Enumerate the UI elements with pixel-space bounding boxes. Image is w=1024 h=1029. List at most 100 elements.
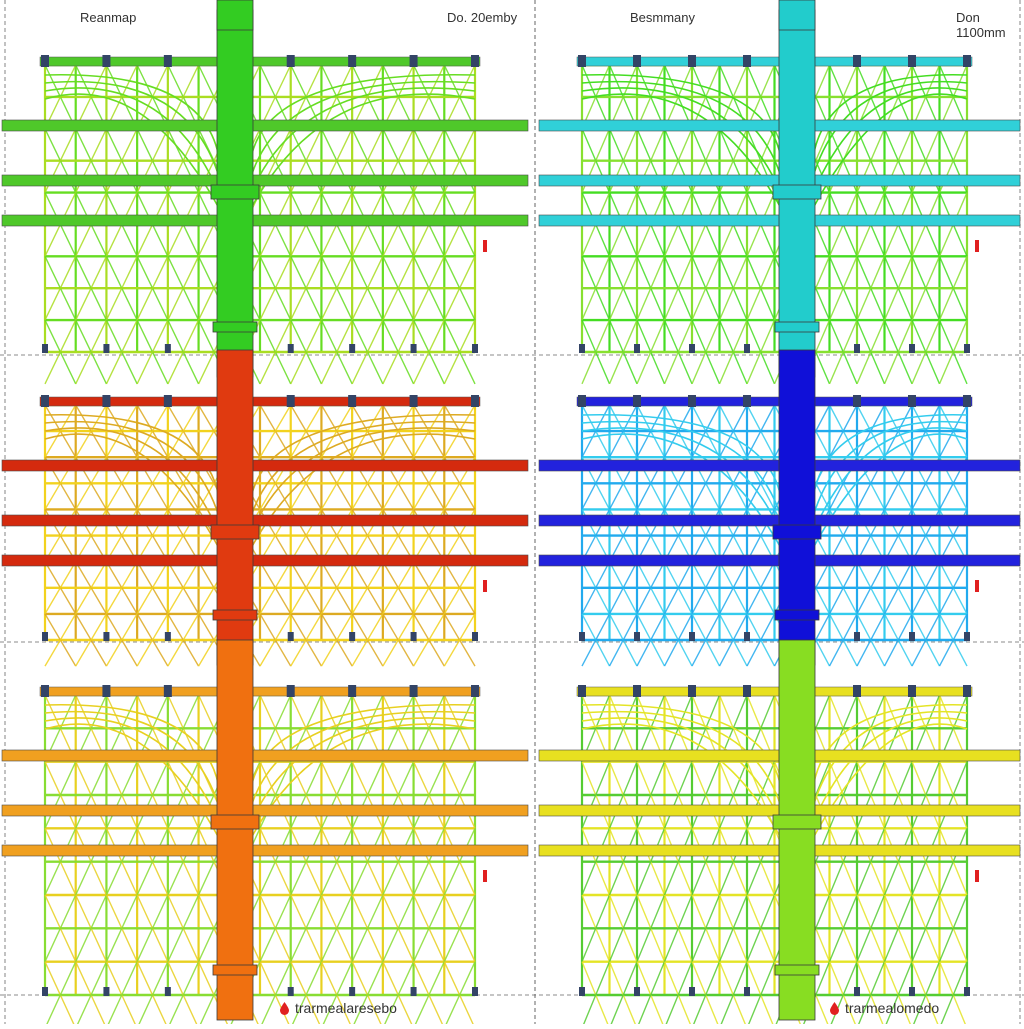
joint-node bbox=[103, 987, 110, 996]
truss-brace bbox=[746, 561, 776, 615]
truss-brace bbox=[351, 319, 384, 385]
joint-node bbox=[578, 395, 586, 407]
column-collar bbox=[774, 609, 820, 621]
truss-brace bbox=[828, 613, 858, 667]
truss-brace bbox=[75, 828, 108, 896]
truss-brace bbox=[351, 613, 384, 667]
joint-node bbox=[163, 395, 172, 407]
joint-node bbox=[164, 987, 171, 996]
truss-brace bbox=[938, 319, 968, 385]
frame-bay bbox=[538, 9, 1021, 385]
truss-brace bbox=[691, 613, 721, 667]
truss-brace bbox=[382, 761, 415, 829]
joint-node bbox=[163, 685, 172, 697]
joint-node bbox=[854, 344, 860, 353]
truss-brace bbox=[412, 561, 445, 615]
truss-brace bbox=[259, 894, 292, 962]
truss-brace bbox=[75, 561, 108, 615]
truss-brace bbox=[382, 961, 415, 1029]
cable bbox=[249, 710, 476, 811]
truss-brace bbox=[136, 613, 169, 667]
joint-node bbox=[471, 55, 479, 67]
floor-beam bbox=[1, 174, 529, 187]
joint-node bbox=[409, 395, 418, 407]
truss-brace bbox=[828, 404, 858, 458]
joint-node bbox=[634, 344, 640, 353]
truss-brace bbox=[351, 961, 384, 1029]
truss-brace bbox=[382, 613, 415, 667]
truss-brace bbox=[412, 761, 445, 829]
top-beam bbox=[39, 56, 481, 67]
cable bbox=[811, 73, 968, 166]
truss-brace bbox=[259, 319, 292, 385]
cable bbox=[581, 87, 783, 196]
truss-brace bbox=[259, 613, 292, 667]
truss-brace bbox=[167, 761, 200, 829]
truss-brace bbox=[938, 894, 968, 962]
truss-brace bbox=[663, 256, 693, 321]
truss-brace bbox=[883, 404, 913, 458]
joint-node bbox=[633, 685, 641, 697]
column-collar bbox=[774, 321, 820, 333]
truss-brace bbox=[856, 404, 886, 458]
joint-node bbox=[689, 344, 695, 353]
joint-node bbox=[908, 685, 916, 697]
truss-brace bbox=[259, 256, 292, 321]
column-collar bbox=[772, 814, 822, 830]
truss-brace bbox=[443, 613, 476, 667]
joint-node bbox=[410, 344, 417, 353]
joint-node bbox=[41, 55, 49, 67]
joint-node bbox=[743, 55, 751, 67]
truss-brace bbox=[636, 894, 666, 962]
joint-node bbox=[688, 55, 696, 67]
cable bbox=[44, 427, 221, 536]
truss-brace bbox=[259, 404, 292, 458]
truss-brace bbox=[75, 64, 108, 130]
truss-brace bbox=[320, 761, 353, 829]
cable bbox=[249, 427, 476, 536]
truss-brace bbox=[351, 561, 384, 615]
right-panel-footer-label: trarmealomedo bbox=[845, 1000, 940, 1016]
joint-node bbox=[472, 344, 478, 353]
truss-brace bbox=[581, 561, 611, 615]
cable bbox=[811, 710, 968, 811]
truss-brace bbox=[608, 761, 638, 829]
cable bbox=[581, 703, 783, 796]
joint-node bbox=[744, 987, 750, 996]
joint-node bbox=[102, 55, 111, 67]
truss-brace bbox=[691, 894, 721, 962]
truss-brace bbox=[290, 761, 323, 829]
truss-brace bbox=[443, 319, 476, 385]
joint-node bbox=[287, 632, 294, 641]
truss-brace bbox=[290, 828, 323, 896]
truss-brace bbox=[828, 256, 858, 321]
truss-brace bbox=[412, 894, 445, 962]
floor-beam bbox=[1, 554, 529, 567]
right-panel-footer: trarmealomedo bbox=[830, 1000, 939, 1016]
floor-beam bbox=[1, 119, 529, 132]
joint-node bbox=[908, 55, 916, 67]
frame-bay bbox=[538, 349, 1021, 667]
truss-brace bbox=[746, 894, 776, 962]
joint-node bbox=[579, 987, 585, 996]
joint-node bbox=[410, 987, 417, 996]
right-panel-header-left: Besmmany bbox=[630, 10, 696, 25]
truss-brace bbox=[44, 894, 77, 962]
truss-brace bbox=[44, 319, 77, 385]
truss-brace bbox=[718, 256, 748, 321]
cable bbox=[44, 80, 221, 181]
joint-node bbox=[909, 632, 915, 641]
cable bbox=[581, 413, 783, 506]
truss-brace bbox=[718, 828, 748, 896]
truss-brace bbox=[443, 828, 476, 896]
truss-brace bbox=[663, 761, 693, 829]
truss-brace bbox=[320, 319, 353, 385]
truss-brace bbox=[663, 828, 693, 896]
truss-brace bbox=[828, 894, 858, 962]
truss-brace bbox=[382, 561, 415, 615]
floor-beam bbox=[1, 804, 529, 817]
truss-brace bbox=[259, 64, 292, 130]
truss-brace bbox=[443, 404, 476, 458]
truss-brace bbox=[443, 894, 476, 962]
